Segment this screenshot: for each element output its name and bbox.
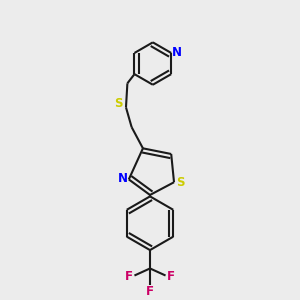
Text: S: S bbox=[176, 176, 184, 189]
Text: N: N bbox=[172, 46, 182, 59]
Text: F: F bbox=[146, 285, 154, 298]
Text: F: F bbox=[167, 270, 175, 284]
Text: S: S bbox=[114, 98, 122, 110]
Text: N: N bbox=[118, 172, 128, 184]
Text: F: F bbox=[125, 270, 134, 284]
